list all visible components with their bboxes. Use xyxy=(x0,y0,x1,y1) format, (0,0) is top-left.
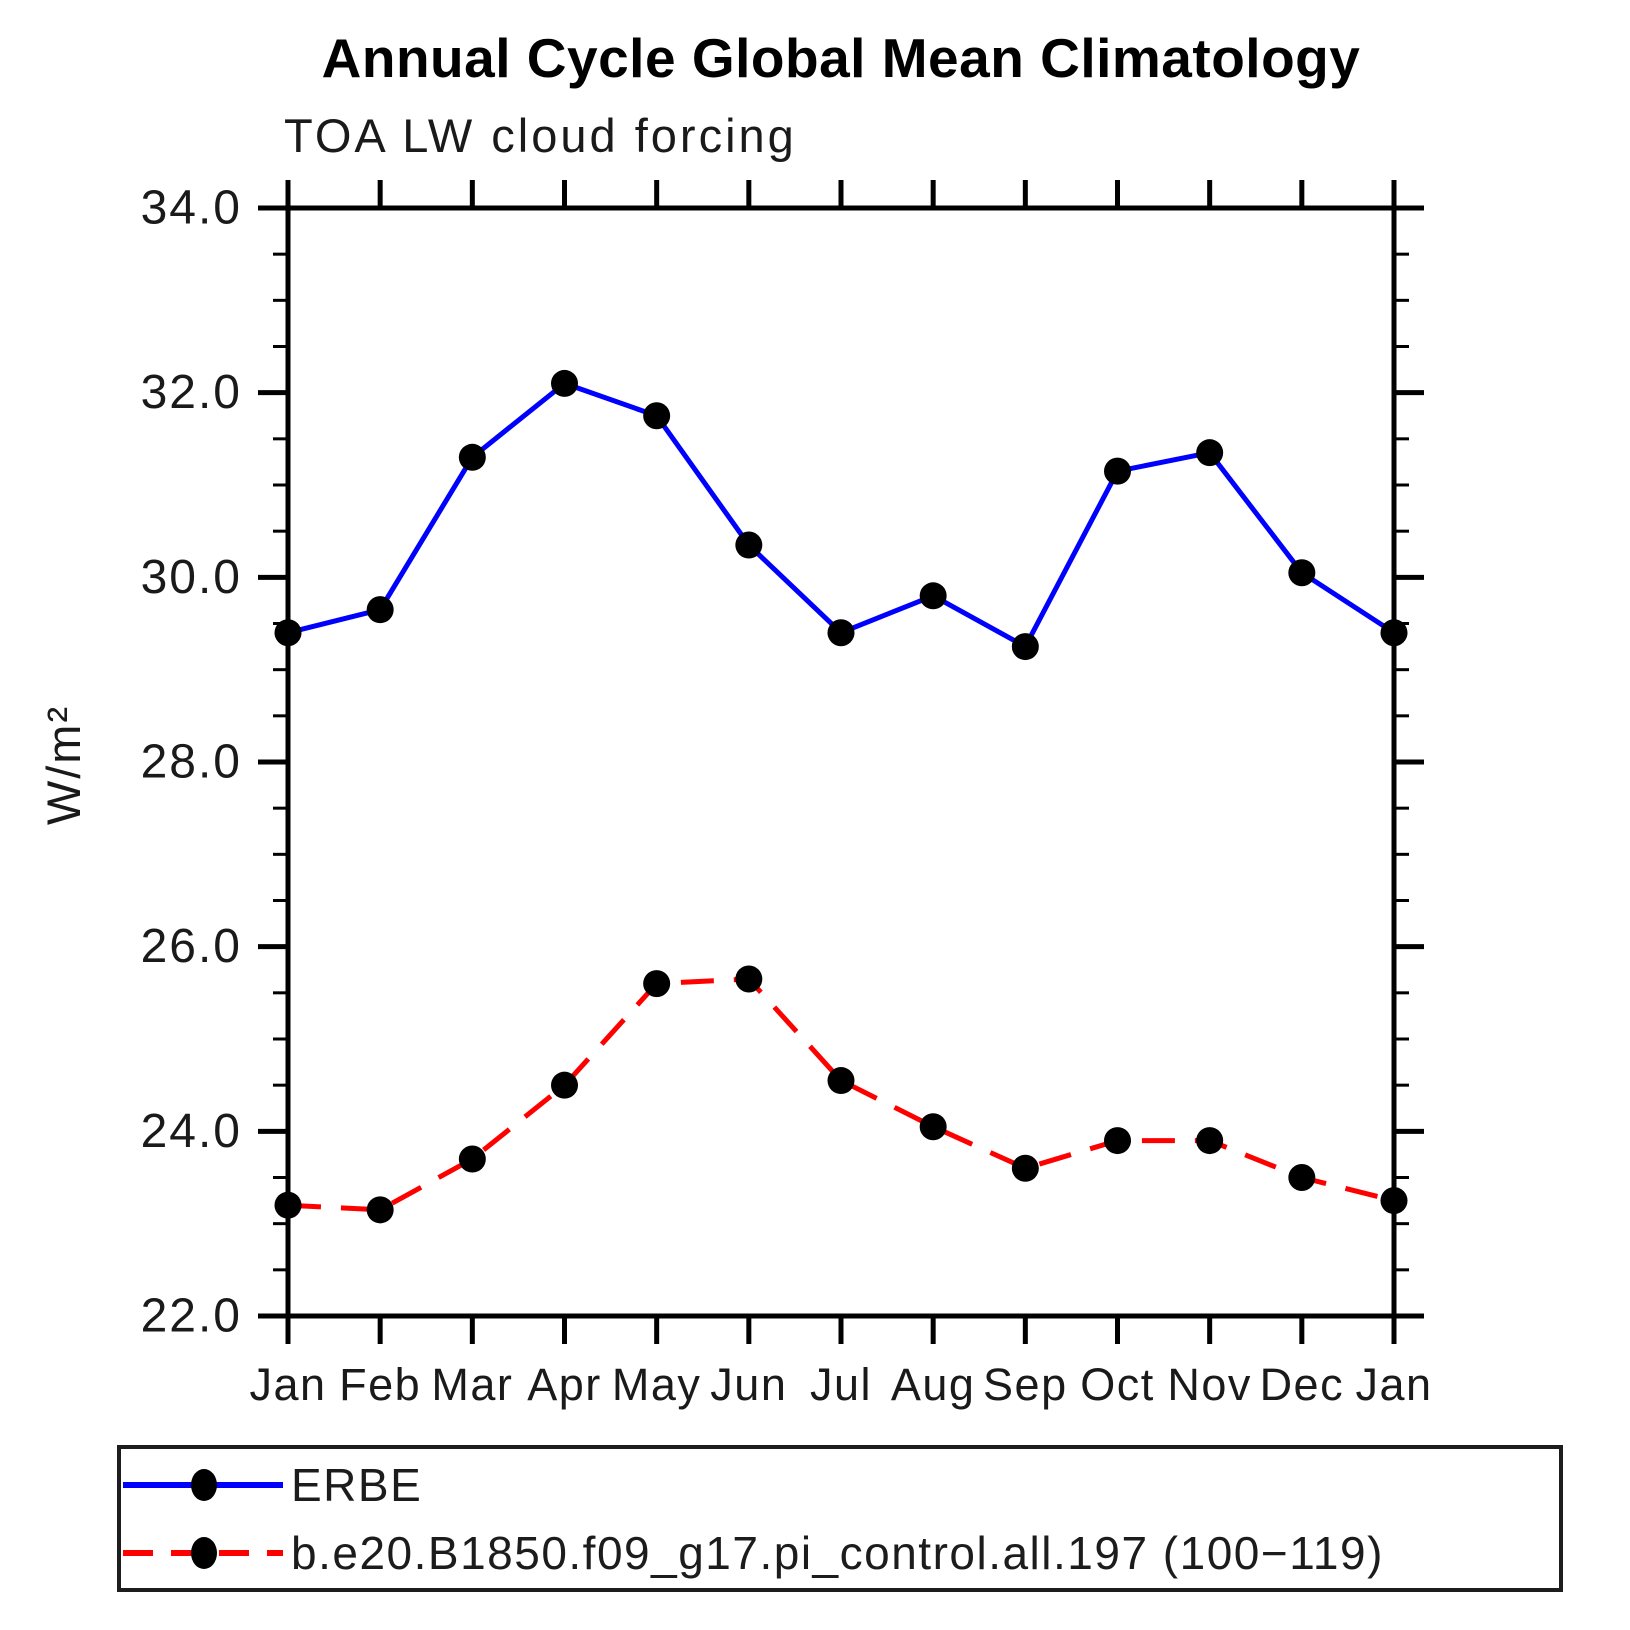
chart-subtitle: TOA LW cloud forcing xyxy=(284,109,797,162)
model-data-point-marker xyxy=(274,1191,302,1219)
y-axis-tick-label: 26.0 xyxy=(141,920,242,973)
erbe-data-point-marker xyxy=(1011,633,1039,661)
model-data-point-marker xyxy=(643,970,671,998)
x-axis-month-label: Jul xyxy=(810,1359,872,1410)
x-axis-month-label: Oct xyxy=(1080,1359,1155,1410)
erbe-data-point-marker xyxy=(366,596,394,624)
erbe-data-point-marker xyxy=(1288,559,1316,587)
model-data-point-marker xyxy=(1011,1154,1039,1182)
erbe-data-point-marker xyxy=(827,619,855,647)
model-data-point-marker xyxy=(1104,1127,1131,1155)
model-data-point-marker xyxy=(735,965,763,993)
x-axis-month-label: Dec xyxy=(1260,1359,1345,1410)
erbe-data-point-marker xyxy=(643,402,671,430)
y-axis-tick-label: 30.0 xyxy=(141,551,242,604)
y-axis-tick-label: 34.0 xyxy=(141,182,242,235)
x-axis-month-label: Feb xyxy=(339,1359,421,1410)
plot-frame xyxy=(285,205,1397,1319)
legend-series-label: ERBE xyxy=(291,1459,423,1511)
x-axis-month-label: Aug xyxy=(891,1359,976,1410)
y-axis-tick-label: 24.0 xyxy=(141,1105,242,1158)
legend-marker-dot xyxy=(191,1537,217,1569)
model-data-point-marker xyxy=(366,1196,394,1224)
model-legend-line-swatch xyxy=(123,1537,283,1569)
erbe-data-point-marker xyxy=(919,582,947,610)
model-line xyxy=(287,976,1395,1213)
x-axis-month-label: Jun xyxy=(710,1359,787,1410)
model-data-point-marker xyxy=(1288,1164,1316,1191)
model-data-point-marker xyxy=(1196,1127,1224,1155)
legend-series-label: b.e20.B1850.f09_g17.pi_control.all.197 (… xyxy=(291,1527,1384,1579)
erbe-data-point-marker xyxy=(458,443,486,471)
erbe-data-point-marker xyxy=(274,619,302,647)
erbe-legend-line-swatch xyxy=(123,1469,283,1501)
model-data-point-marker xyxy=(551,1071,578,1099)
y-axis-title: W/m² xyxy=(37,705,90,825)
legend-marker-dot xyxy=(191,1469,217,1501)
erbe-data-point-marker xyxy=(551,369,578,397)
y-axis-tick-label: 32.0 xyxy=(141,366,242,419)
x-axis-month-label: May xyxy=(612,1359,702,1410)
model-data-point-marker xyxy=(1380,1187,1408,1215)
legend-row: ERBE xyxy=(123,1459,423,1511)
x-axis-month-label: Nov xyxy=(1167,1359,1252,1410)
model-data-point-marker xyxy=(458,1145,486,1173)
annual-cycle-line-chart: 22.0 24.0 26.0 28.0 30.0 32.0 34.0 Jan Feb Mar Apr… xyxy=(37,180,1432,1410)
chart-title: Annual Cycle Global Mean Climatology xyxy=(321,27,1361,89)
erbe-line xyxy=(287,380,1396,650)
erbe-data-point-marker xyxy=(735,531,763,559)
erbe-data-point-marker xyxy=(1380,619,1408,647)
y-axis-tick-label: 28.0 xyxy=(141,736,242,789)
x-axis-month-label: Jan xyxy=(249,1359,326,1410)
x-axis-month-label: Apr xyxy=(527,1359,602,1410)
x-axis-month-label: Jan xyxy=(1355,1359,1432,1410)
x-axis-month-label: Mar xyxy=(431,1359,513,1410)
legend-row: b.e20.B1850.f09_g17.pi_control.all.197 (… xyxy=(123,1527,1384,1579)
x-axis-month-label: Sep xyxy=(983,1359,1068,1410)
model-data-point-marker xyxy=(827,1067,855,1095)
erbe-data-point-marker xyxy=(1196,439,1224,467)
y-axis-tick-label: 22.0 xyxy=(141,1290,242,1343)
model-data-point-marker xyxy=(919,1113,947,1141)
legend-box: ERBE b.e20.B1850.f09_g17.pi_control.all.1… xyxy=(117,1445,1563,1592)
erbe-data-point-marker xyxy=(1104,457,1131,485)
